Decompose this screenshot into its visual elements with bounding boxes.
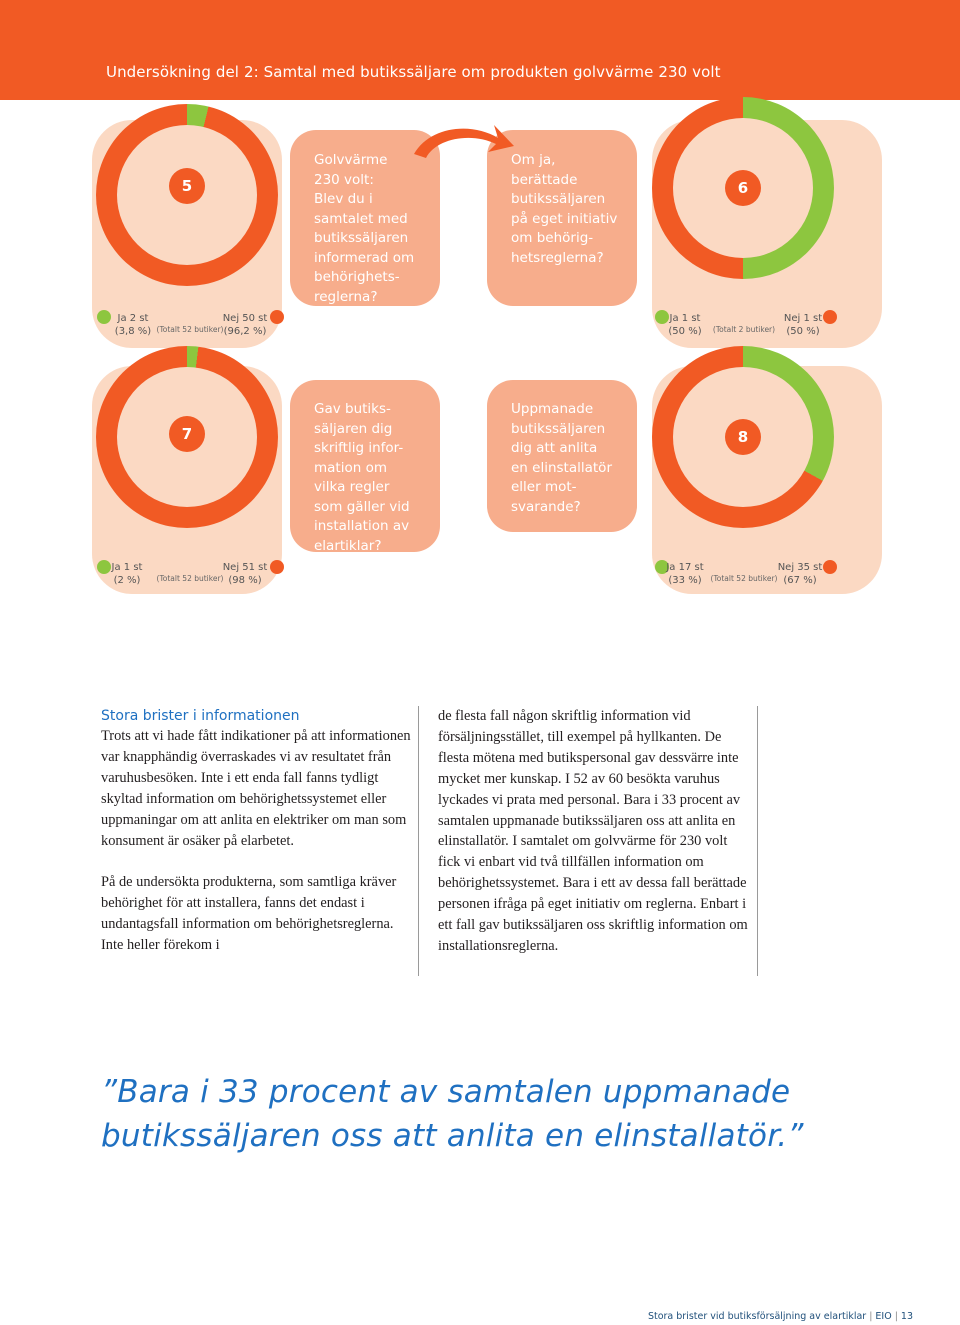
nej-label-7: Nej 51 st (98 %) bbox=[222, 562, 268, 586]
article-column-2: de flesta fall någon skriftlig informati… bbox=[438, 706, 750, 957]
page-footer: Stora brister vid butiksförsäljning av e… bbox=[647, 1311, 913, 1322]
nej-label-5: Nej 50 st (96,2 %) bbox=[222, 313, 268, 337]
footer-text: Stora brister vid butiksförsäljning av e… bbox=[647, 1311, 867, 1322]
footer-org: EIO bbox=[875, 1311, 892, 1322]
question-number-5: 5 bbox=[169, 168, 205, 204]
page-number: 13 bbox=[900, 1311, 913, 1322]
nej-label-8: Nej 35 st (67 %) bbox=[777, 562, 823, 586]
question-text-5: Golvvärme 230 volt: Blev du i samtalet m… bbox=[314, 152, 415, 305]
curved-arrow-icon bbox=[414, 125, 514, 158]
total-label-5: (Totalt 52 butiker) bbox=[156, 325, 224, 334]
question-text-7: Gav butiks- säljaren dig skriftlig infor… bbox=[314, 401, 410, 554]
body-paragraph: Trots att vi hade fått indikationer på a… bbox=[101, 728, 411, 849]
ja-legend-dot bbox=[655, 310, 669, 324]
ja-legend-dot bbox=[97, 310, 111, 324]
nej-legend-dot bbox=[270, 560, 284, 574]
nej-label-6: Nej 1 st (50 %) bbox=[783, 313, 823, 337]
ja-label-6: Ja 1 st (50 %) bbox=[668, 313, 702, 337]
question-text-8: Uppmanade butikssäljaren dig att anlita … bbox=[511, 401, 612, 515]
total-label-7: (Totalt 52 butiker) bbox=[156, 574, 224, 583]
nej-legend-dot bbox=[270, 310, 284, 324]
donut-chart-8 bbox=[652, 346, 834, 528]
question-number-8: 8 bbox=[725, 419, 761, 455]
question-box-5 bbox=[290, 130, 440, 306]
header-band bbox=[0, 0, 960, 100]
total-label-6: (Totalt 2 butiker) bbox=[712, 325, 776, 334]
question-number-6: 6 bbox=[725, 170, 761, 206]
article-column-1: Stora brister i informationen Trots att … bbox=[101, 706, 411, 956]
column-divider bbox=[418, 706, 419, 976]
column-divider bbox=[757, 706, 758, 976]
ja-legend-dot bbox=[655, 560, 669, 574]
ja-label-5: Ja 2 st (3,8 %) bbox=[114, 313, 152, 337]
page-title: Undersökning del 2: Samtal med butikssäl… bbox=[106, 63, 721, 81]
donut-chart-6 bbox=[652, 97, 834, 279]
ja-legend-dot bbox=[97, 560, 111, 574]
nej-legend-dot bbox=[823, 560, 837, 574]
question-number-7: 7 bbox=[169, 416, 205, 452]
total-label-8: (Totalt 52 butiker) bbox=[710, 574, 778, 583]
ja-label-8: Ja 17 st (33 %) bbox=[666, 562, 704, 586]
body-paragraph: de flesta fall någon skriftlig informati… bbox=[438, 708, 748, 954]
pull-quote: ”Bara i 33 procent av samtalen uppmanade… bbox=[101, 1074, 804, 1154]
ja-label-7: Ja 1 st (2 %) bbox=[111, 562, 143, 586]
question-box-6 bbox=[487, 130, 637, 306]
nej-legend-dot bbox=[823, 310, 837, 324]
section-heading: Stora brister i informationen bbox=[101, 708, 300, 724]
body-paragraph: På de undersökta produkterna, som samtli… bbox=[101, 874, 397, 954]
question-text-6: Om ja, berättade butikssäljaren på eget … bbox=[511, 152, 618, 266]
donut-chart-5 bbox=[96, 104, 278, 286]
question-box-8 bbox=[487, 380, 637, 532]
question-box-7 bbox=[290, 380, 440, 552]
